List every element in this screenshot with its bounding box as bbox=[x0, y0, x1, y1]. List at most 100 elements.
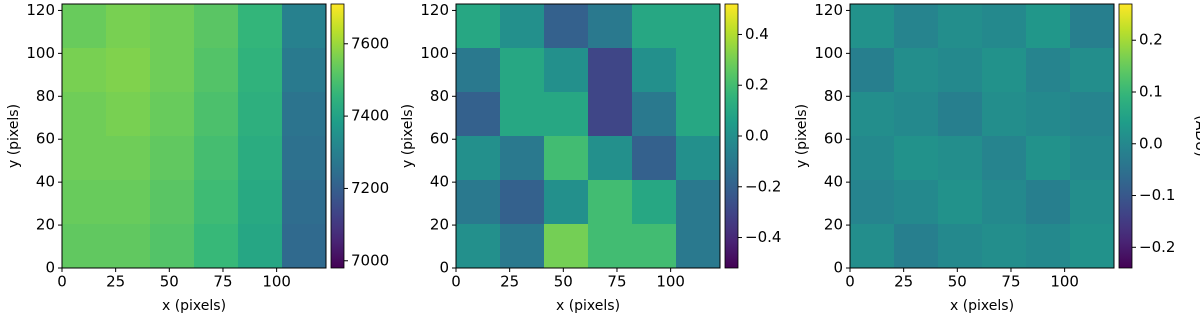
heatmap-cell bbox=[982, 136, 1027, 181]
y-tick-label: 80 bbox=[430, 87, 449, 105]
heatmap-cell bbox=[1070, 224, 1115, 269]
heatmap-cell bbox=[238, 224, 283, 269]
x-axis-label: x (pixels) bbox=[162, 298, 226, 314]
heatmap-cell bbox=[850, 136, 895, 181]
y-tick-label: 120 bbox=[420, 1, 449, 19]
heatmap-cell bbox=[456, 4, 501, 49]
heatmap-cell bbox=[500, 136, 545, 181]
heatmap-cell bbox=[456, 92, 501, 137]
x-tick-label: 100 bbox=[262, 273, 291, 291]
heatmap-cell bbox=[938, 224, 983, 269]
heatmap-cell bbox=[62, 4, 107, 49]
heatmap-cell bbox=[282, 48, 327, 93]
heatmap-cell bbox=[544, 136, 589, 181]
heatmap-cell bbox=[982, 48, 1027, 93]
y-axis-label: y (pixels) bbox=[794, 104, 810, 168]
heatmap-cell bbox=[238, 180, 283, 225]
heatmap-cell bbox=[150, 136, 195, 181]
y-tick-label: 80 bbox=[824, 87, 843, 105]
colorbar bbox=[330, 3, 345, 269]
y-tick-label: 20 bbox=[36, 216, 55, 234]
heatmap-cell bbox=[106, 92, 151, 137]
y-axis-label: y (pixels) bbox=[400, 104, 416, 168]
heatmap-cell bbox=[194, 92, 239, 137]
heatmap-cell bbox=[676, 224, 721, 269]
heatmap-cell bbox=[500, 4, 545, 49]
heatmap-cell bbox=[850, 48, 895, 93]
heatmap-cell bbox=[62, 180, 107, 225]
heatmap-cell bbox=[938, 136, 983, 181]
colorbar-tick-label: −0.1 bbox=[1139, 186, 1175, 204]
colorbar-tick-label: −0.2 bbox=[1139, 238, 1175, 256]
y-tick-label: 100 bbox=[26, 44, 55, 62]
x-axis-label: x (pixels) bbox=[950, 298, 1014, 314]
heatmap-cell bbox=[150, 4, 195, 49]
heatmap-cell bbox=[676, 92, 721, 137]
heatmap-cell bbox=[850, 92, 895, 137]
heatmap-cell bbox=[456, 180, 501, 225]
heatmap-cell bbox=[456, 136, 501, 181]
x-tick-label: 0 bbox=[57, 273, 67, 291]
y-tick-label: 120 bbox=[26, 1, 55, 19]
colorbar-tick-label: −0.4 bbox=[745, 228, 781, 246]
heatmap-cell bbox=[544, 92, 589, 137]
heatmap-cell bbox=[982, 224, 1027, 269]
heatmap-cell bbox=[62, 48, 107, 93]
heatmap-cell bbox=[632, 48, 677, 93]
colorbar-tick-label: 7400 bbox=[351, 107, 389, 125]
heatmap-cell bbox=[982, 4, 1027, 49]
colorbar bbox=[724, 3, 739, 269]
colorbar-label: (ADU) bbox=[1192, 115, 1200, 157]
colorbar-tick-label: −0.2 bbox=[745, 177, 781, 195]
y-tick-label: 40 bbox=[36, 173, 55, 191]
heatmap-cell bbox=[676, 180, 721, 225]
heatmap-cell bbox=[282, 180, 327, 225]
y-tick-label: 60 bbox=[430, 130, 449, 148]
plot-frame bbox=[61, 3, 327, 269]
heatmap-cell bbox=[456, 224, 501, 269]
y-tick-label: 80 bbox=[36, 87, 55, 105]
heatmap-cell bbox=[894, 180, 939, 225]
heatmap-cell bbox=[632, 180, 677, 225]
y-tick-label: 60 bbox=[36, 130, 55, 148]
heatmap-cell bbox=[500, 224, 545, 269]
heatmap-cell bbox=[1070, 92, 1115, 137]
y-axis-label: y (pixels) bbox=[6, 104, 22, 168]
heatmap-cell bbox=[676, 136, 721, 181]
heatmap-cell bbox=[632, 92, 677, 137]
heatmap-cell bbox=[238, 48, 283, 93]
heatmap-cell bbox=[106, 48, 151, 93]
heatmap-cell bbox=[588, 180, 633, 225]
colorbar-tick-label: 0.1 bbox=[1139, 83, 1163, 101]
heatmap-cell bbox=[676, 4, 721, 49]
heatmap-cell bbox=[62, 224, 107, 269]
heatmap-cell bbox=[194, 180, 239, 225]
y-tick-label: 60 bbox=[824, 130, 843, 148]
heatmap-cell bbox=[194, 4, 239, 49]
heatmap-cell bbox=[938, 92, 983, 137]
heatmap-cell bbox=[106, 4, 151, 49]
x-tick-label: 25 bbox=[894, 273, 913, 291]
heatmap-cell bbox=[106, 136, 151, 181]
heatmap-cell bbox=[544, 48, 589, 93]
heatmap-cell bbox=[894, 48, 939, 93]
heatmap-cell bbox=[1026, 180, 1071, 225]
heatmap-cell bbox=[150, 224, 195, 269]
y-tick-label: 100 bbox=[420, 44, 449, 62]
heatmap-cell bbox=[938, 48, 983, 93]
heatmap-cell bbox=[282, 92, 327, 137]
heatmap-cell bbox=[194, 136, 239, 181]
y-tick-label: 0 bbox=[833, 259, 843, 277]
heatmap-cell bbox=[500, 180, 545, 225]
x-tick-label: 75 bbox=[213, 273, 232, 291]
heatmap-cell bbox=[500, 48, 545, 93]
heatmap-cell bbox=[894, 224, 939, 269]
heatmap-cell bbox=[850, 180, 895, 225]
y-tick-label: 120 bbox=[814, 1, 843, 19]
heatmap-cell bbox=[588, 224, 633, 269]
colorbar-tick-label: 0.0 bbox=[745, 127, 769, 145]
heatmap-cell bbox=[894, 4, 939, 49]
heatmap-cell bbox=[982, 92, 1027, 137]
heatmap-cell bbox=[282, 136, 327, 181]
heatmap-cell bbox=[982, 180, 1027, 225]
